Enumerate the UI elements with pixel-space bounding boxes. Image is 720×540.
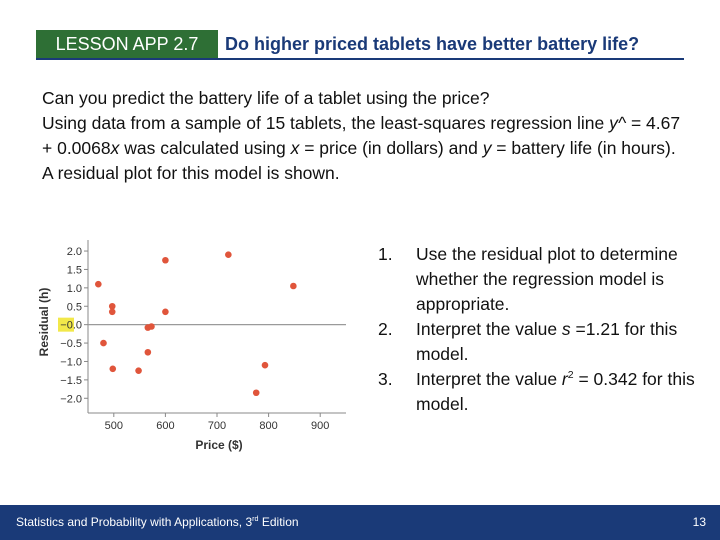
x-tick-label: 800 <box>259 420 277 432</box>
r-exponent: 2 <box>567 369 574 382</box>
intro-mid: was calculated using <box>119 138 291 158</box>
x-tick-label: 700 <box>208 420 226 432</box>
lesson-badge: LESSON APP 2.7 <box>36 30 218 58</box>
data-point <box>100 339 107 347</box>
y-definition-var: y <box>482 138 492 158</box>
y-axis-label: Residual (h) <box>37 288 51 357</box>
highlight-marker <box>58 317 74 332</box>
slide-title: Do higher priced tablets have better bat… <box>225 34 640 54</box>
y-tick-label: 2.0 <box>67 246 82 258</box>
data-point <box>290 282 297 290</box>
title-divider <box>36 58 684 60</box>
data-point <box>148 323 155 330</box>
r-variable: r <box>561 369 568 389</box>
y-tick-label: −0.0 <box>60 320 82 332</box>
question-item: 1. Use the residual plot to determine whe… <box>378 242 698 317</box>
x-tick-label: 500 <box>105 420 123 432</box>
x-tick-label: 900 <box>311 420 329 432</box>
data-point <box>109 365 117 373</box>
intro-question: Can you predict the battery life of a ta… <box>42 88 490 108</box>
residual-plot: 2.0 1.5 1.0 0.5 −0.0 −0.5 −1.0 −1.5 −2.0 500 600 7… <box>36 230 354 458</box>
x-ticks: 500 600 700 800 900 <box>105 413 329 432</box>
data-point <box>95 280 102 288</box>
question-text-end: =1.21 for this model. <box>416 319 678 364</box>
y-tick-label: 1.5 <box>67 264 82 276</box>
plot-background <box>36 230 354 458</box>
x-definition-text: = price (in dollars) and <box>299 138 483 158</box>
question-text: Interpret the value <box>416 369 562 389</box>
data-point <box>252 389 260 397</box>
data-point <box>162 256 169 264</box>
y-tick-label: 0.5 <box>67 301 82 313</box>
y-tick-label: 1.0 <box>67 283 82 295</box>
y-tick-label: −2.0 <box>60 393 82 405</box>
x-axis-label: Price ($) <box>195 438 242 452</box>
page-number: 13 <box>692 515 706 529</box>
yhat-symbol: y^ <box>609 113 627 133</box>
question-item: 3. Interpret the value r2 = 0.342 for thi… <box>378 367 698 417</box>
book-title-edition: Edition <box>258 515 299 529</box>
question-number: 1. <box>378 244 393 264</box>
data-point <box>108 302 116 310</box>
data-point <box>225 251 232 259</box>
data-point <box>144 348 152 356</box>
data-point <box>162 308 169 316</box>
question-number: 3. <box>378 369 393 389</box>
data-point <box>135 367 142 374</box>
y-tick-label: −1.0 <box>60 356 82 368</box>
s-variable: s <box>561 319 571 339</box>
book-title-ordinal: rd <box>252 514 259 523</box>
x-definition-var: x <box>290 138 300 158</box>
data-point <box>261 361 269 369</box>
question-list: 1. Use the residual plot to determine whe… <box>378 242 698 417</box>
y-tick-label: −0.5 <box>60 338 82 350</box>
intro-paragraph: Using data from a sample of 15 tablets, … <box>42 111 682 186</box>
residual-points <box>95 251 297 397</box>
intro-end: = battery life (in hours). A residual pl… <box>42 138 676 183</box>
question-text-end: = 0.342 for this model. <box>416 369 695 414</box>
question-number: 2. <box>378 319 393 339</box>
x-tick-label: 600 <box>156 420 174 432</box>
book-title-text: Statistics and Probability with Applicat… <box>16 515 253 529</box>
y-tick-label: −1.5 <box>60 375 82 387</box>
data-point <box>108 308 116 316</box>
intro-sentence: Using data from a sample of 15 tablets, … <box>42 113 610 133</box>
x-variable: x <box>110 138 120 158</box>
equation-text: = 4.67 + 0.0068 <box>42 113 681 158</box>
question-item: 2. Interpret the value s =1.21 for this m… <box>378 317 698 367</box>
footer-bar: Statistics and Probability with Applicat… <box>0 505 720 540</box>
question-text: Use the residual plot to determine wheth… <box>416 244 678 314</box>
intro-text: Can you predict the battery life of a ta… <box>42 86 682 186</box>
question-text: Interpret the value <box>416 319 562 339</box>
book-title: Statistics and Probability with Applicat… <box>16 515 299 529</box>
y-ticks: 2.0 1.5 1.0 0.5 −0.0 −0.5 −1.0 −1.5 −2.0 <box>58 246 88 405</box>
